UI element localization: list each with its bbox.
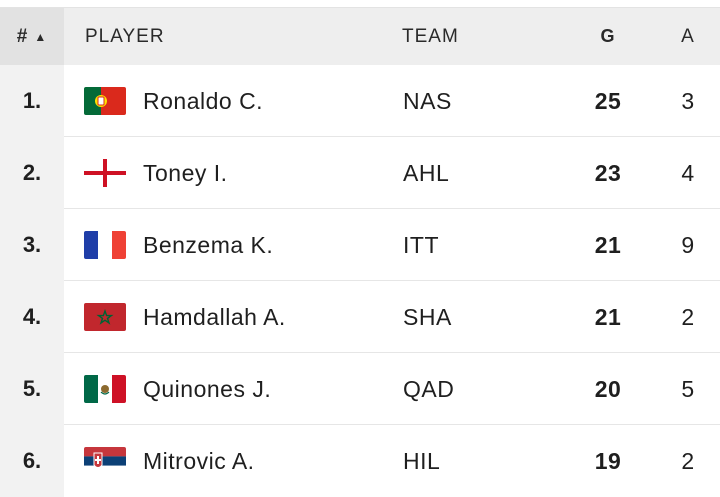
player-column-header[interactable]: PLAYER — [85, 25, 165, 47]
goals-value: 21 — [594, 231, 622, 258]
player-name[interactable]: Toney I. — [143, 159, 228, 186]
rank-cell: 1. — [0, 65, 64, 137]
assists-column-header[interactable]: A — [681, 25, 695, 47]
goals-value: 20 — [594, 375, 622, 402]
team-name[interactable]: QAD — [403, 375, 455, 402]
player-name[interactable]: Hamdallah A. — [143, 303, 286, 330]
goals-column-header[interactable]: G — [600, 26, 616, 46]
assists-value: 2 — [681, 303, 695, 330]
england-flag-icon — [84, 159, 126, 187]
rank-cell: 5. — [0, 353, 64, 425]
rank-cell: 3. — [0, 209, 64, 281]
portugal-flag-icon — [84, 87, 126, 115]
team-column-header[interactable]: TEAM — [402, 25, 459, 47]
goals-value: 23 — [594, 159, 622, 186]
team-name[interactable]: SHA — [403, 303, 452, 330]
rank-cell: 2. — [0, 137, 64, 209]
assists-value: 5 — [681, 375, 695, 402]
france-flag-icon — [84, 231, 126, 259]
mexico-flag-icon — [84, 375, 126, 403]
table-row[interactable]: 5. Quinones J. QAD 20 5 — [0, 353, 720, 425]
rank-column-header[interactable]: # ▲ — [0, 8, 64, 65]
goals-value: 25 — [594, 87, 622, 114]
sort-ascending-icon: ▲ — [34, 29, 48, 44]
goals-value: 19 — [594, 447, 622, 474]
assists-value: 3 — [681, 87, 695, 114]
row-divider — [64, 280, 720, 281]
table-row[interactable]: 6. Mitrovic A. HIL 19 2 — [0, 425, 720, 497]
player-name[interactable]: Quinones J. — [143, 375, 272, 402]
table-row[interactable]: 4. Hamdallah A. SHA 21 2 — [0, 281, 720, 353]
player-name[interactable]: Ronaldo C. — [143, 87, 264, 114]
serbia-flag-icon — [84, 447, 126, 475]
team-name[interactable]: ITT — [403, 231, 439, 258]
rank-cell: 6. — [0, 425, 64, 497]
rank-cell: 4. — [0, 281, 64, 353]
player-name[interactable]: Mitrovic A. — [143, 447, 255, 474]
row-divider — [64, 208, 720, 209]
goals-value: 21 — [594, 303, 622, 330]
player-name[interactable]: Benzema K. — [143, 231, 274, 258]
table-top-border — [0, 0, 720, 8]
table-row[interactable]: 1. Ronaldo C. NAS 25 3 — [0, 65, 720, 137]
assists-value: 4 — [681, 159, 695, 186]
table-row[interactable]: 3. Benzema K. ITT 21 9 — [0, 209, 720, 281]
team-name[interactable]: NAS — [403, 87, 452, 114]
row-divider — [64, 352, 720, 353]
row-divider — [64, 424, 720, 425]
row-divider — [64, 136, 720, 137]
team-name[interactable]: AHL — [403, 159, 450, 186]
assists-value: 2 — [681, 447, 695, 474]
table-row[interactable]: 2. Toney I. AHL 23 4 — [0, 137, 720, 209]
assists-value: 9 — [681, 231, 695, 258]
team-name[interactable]: HIL — [403, 447, 441, 474]
rank-header-label: # — [16, 25, 29, 47]
table-header: # ▲ PLAYER TEAM G A — [0, 8, 720, 65]
morocco-flag-icon — [84, 303, 126, 331]
